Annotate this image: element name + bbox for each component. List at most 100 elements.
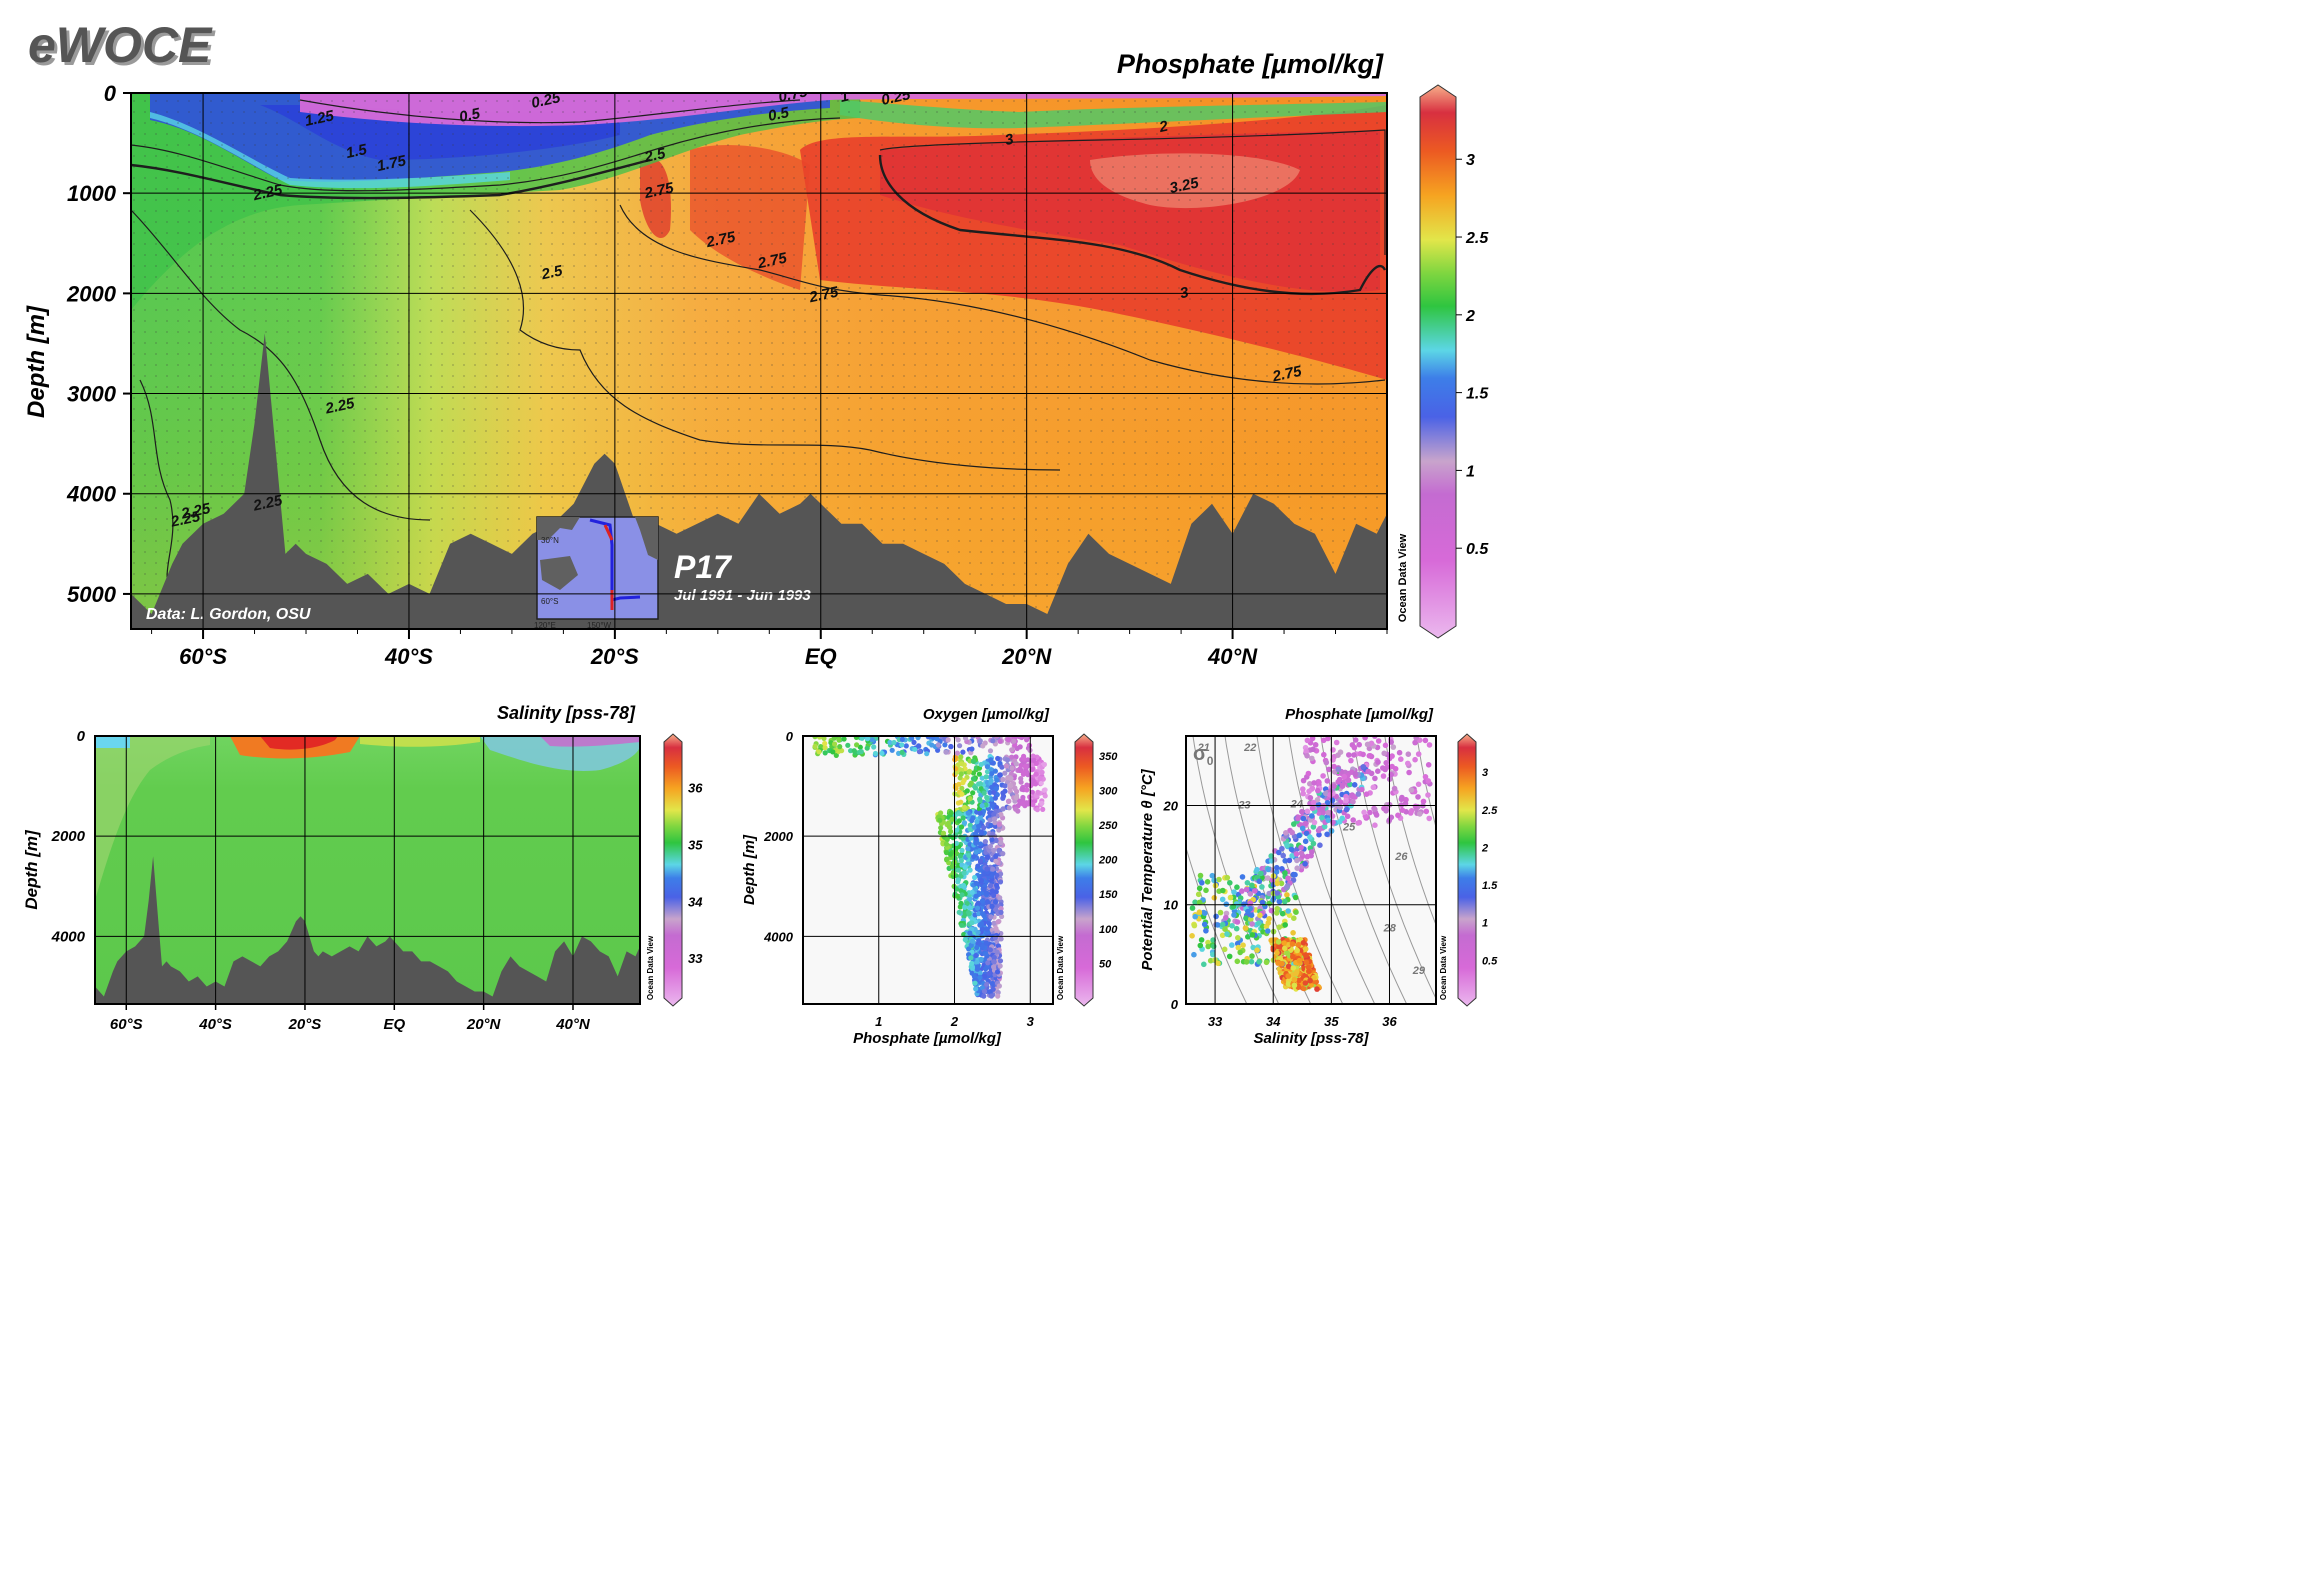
oxygen-point [984,926,990,932]
ts-point [1288,846,1295,853]
ts-point [1310,799,1317,806]
oxygen-point [977,974,983,980]
ts-point [1422,774,1429,780]
ts-point [1343,806,1350,813]
oxygen-point [1022,763,1028,770]
ts-point [1231,912,1237,918]
oxygen-point [972,874,978,881]
oxygen-point [1011,738,1017,744]
oxygen-point [997,879,1004,885]
oxygen-point [975,863,981,869]
ts-point [1279,960,1285,967]
oxygen-point [998,871,1004,877]
ts-point [1361,809,1367,816]
contour-label-4: 1 [839,88,851,106]
ts-point [1295,942,1302,948]
oxygen-point [964,901,970,907]
oxygen-point [991,920,997,926]
ts-point [1300,790,1306,797]
oxygen-colorbar-ticks: 350 300 250 200 150 100 50 [1098,751,1118,971]
ts-point [1223,914,1229,921]
oxygen-point [968,942,974,949]
ts-point [1215,960,1221,967]
oxygen-point [989,771,995,777]
oxygen-point [947,851,954,857]
ts-isopycnals: 212223242526272829 [1186,736,1436,1004]
ts-point [1425,792,1431,798]
ts-point [1235,935,1241,941]
ts-point [1360,751,1366,758]
oxygen-point [957,743,963,749]
oxygen-point [915,736,921,741]
ts-point [1244,880,1251,886]
main-colorbar-tick-label-5: 0.5 [1466,541,1489,558]
salinity-odv-label: Ocean Data View [646,935,655,1000]
oxygen-point [955,867,962,873]
sigma-symbol: σ0 [1193,743,1214,768]
ts-point [1234,884,1240,890]
oxygen-point [991,892,997,899]
oxygen-point [977,841,984,847]
ts-point [1282,858,1288,864]
ts-point [1191,922,1198,929]
oxygen-point [1017,744,1023,750]
ts-point [1363,791,1370,797]
contour-label-24: 2.25 [251,492,285,515]
oxygen-point [974,905,981,911]
oxygen-colorbar-tick-label-6: 50 [1099,958,1112,970]
ts-point [1325,817,1332,824]
ts-point [1274,905,1280,912]
oxygen-colorbar-tick-label-1: 300 [1099,785,1118,797]
salinity-colorbar-tick-label-1: 35 [688,837,703,852]
oxygen-point [946,820,952,826]
oxygen-point [960,882,967,889]
oxygen-xtick-label-0: 1 [875,1014,882,1029]
oxygen-point [979,921,985,927]
isopycnal-label-25: 25 [1342,821,1356,833]
ts-point [1219,896,1226,903]
ts-point [1196,909,1203,915]
inset-cruise-track [589,518,641,602]
salinity-colorbar [663,733,683,1007]
isopycnal-24 [1256,736,1344,1004]
ts-point [1324,831,1330,838]
oxygen-point [981,790,987,796]
ts-point [1239,874,1246,880]
ts-point [1192,899,1198,905]
ts-point [1210,943,1217,950]
oxygen-point [978,761,984,768]
ts-point [1285,875,1291,881]
ts-point [1192,913,1198,920]
oxygen-point [879,750,885,756]
ts-point [1298,844,1304,851]
ts-point [1266,890,1272,897]
oxygen-point [958,799,964,805]
ts-point [1309,805,1316,812]
ts-point [1256,878,1263,885]
oxygen-point [1029,789,1035,795]
oxygen-point [909,736,915,741]
ts-point [1213,913,1219,920]
oxygen-point [959,785,965,792]
oxygen-point [1000,806,1006,812]
oxygen-point [1013,806,1019,812]
oxygen-point [984,899,991,905]
oxygen-point [967,905,973,911]
ts-point [1219,921,1226,928]
ts-point [1216,876,1222,883]
oxygen-grid [803,736,1053,1004]
ts-point [1323,759,1330,766]
ts-point [1224,874,1231,881]
ts-point [1325,736,1331,742]
ts-point [1350,799,1356,805]
oxygen-point [848,748,854,754]
oxygen-colorbar-tick-label-0: 350 [1099,751,1118,763]
ts-point [1299,808,1305,815]
oxygen-point [967,867,973,873]
main-colorbar-tick-label-2: 2 [1465,308,1475,325]
main-odv-label: Ocean Data View [1397,533,1409,622]
ts-point [1302,861,1308,867]
ts-point [1317,825,1323,832]
oxygen-point [953,766,959,772]
oxygen-point [997,958,1004,964]
